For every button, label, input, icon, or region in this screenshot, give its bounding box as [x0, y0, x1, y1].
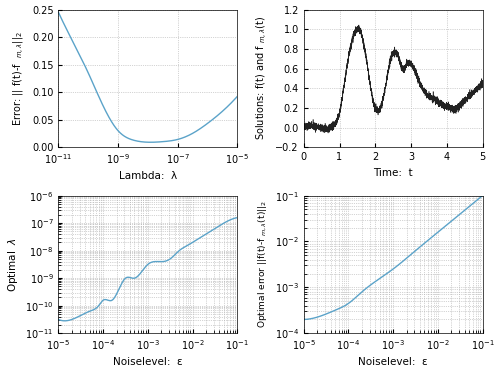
Y-axis label: Optimal  $\lambda$: Optimal $\lambda$ [6, 237, 20, 292]
X-axis label: Noiselevel:  ε: Noiselevel: ε [113, 357, 182, 367]
X-axis label: Lambda:  λ: Lambda: λ [119, 171, 177, 181]
X-axis label: Noiselevel:  ε: Noiselevel: ε [358, 357, 428, 367]
Y-axis label: Optimal error $||$f(t)-f $_{m,\lambda}$(t)$||_2$: Optimal error $||$f(t)-f $_{m,\lambda}$(… [256, 200, 269, 329]
Y-axis label: Solutions: f(t) and f $_{m,\lambda}$(t): Solutions: f(t) and f $_{m,\lambda}$(t) [254, 16, 270, 141]
X-axis label: Time:  t: Time: t [374, 167, 413, 178]
Y-axis label: Error: $||$ f(t)-f  $_{m,\lambda}$$||_2$: Error: $||$ f(t)-f $_{m,\lambda}$$||_2$ [12, 31, 26, 126]
